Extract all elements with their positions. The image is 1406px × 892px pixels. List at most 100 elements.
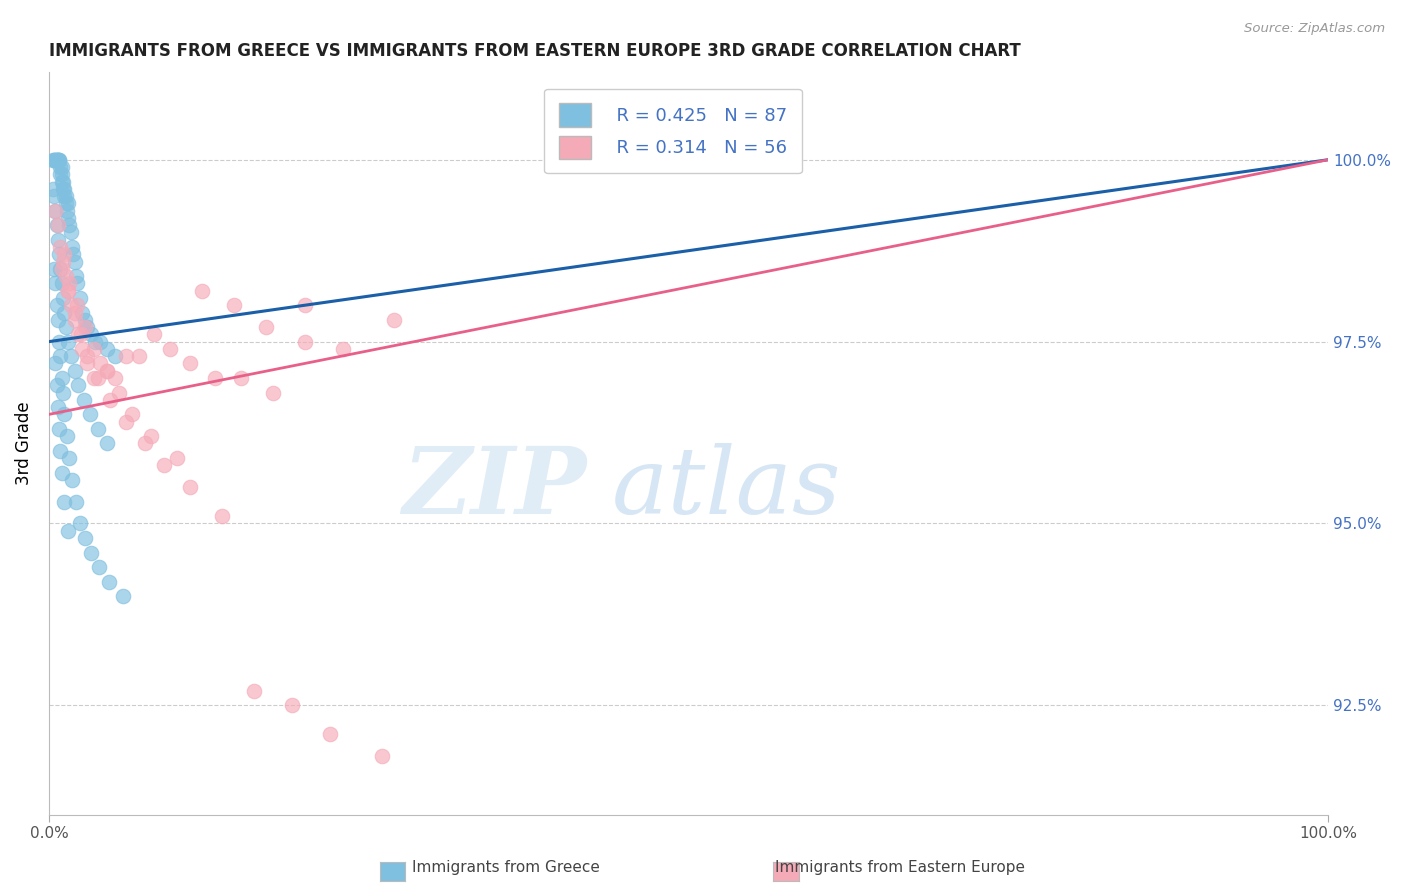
Point xyxy=(59,349,82,363)
Point xyxy=(46,313,69,327)
Point xyxy=(114,349,136,363)
Point xyxy=(53,247,76,261)
Point xyxy=(48,334,70,349)
Point xyxy=(56,284,79,298)
Point xyxy=(86,371,108,385)
Point xyxy=(229,371,252,385)
Point xyxy=(262,385,284,400)
Point xyxy=(56,334,79,349)
Point xyxy=(53,182,76,196)
Point xyxy=(69,516,91,531)
Point xyxy=(65,494,87,508)
Point xyxy=(58,450,80,465)
Point xyxy=(89,334,111,349)
Point xyxy=(87,560,110,574)
Point xyxy=(224,298,246,312)
Point xyxy=(66,298,89,312)
Point xyxy=(67,327,90,342)
Point xyxy=(58,277,80,291)
Point xyxy=(42,261,65,276)
Legend:   R = 0.425   N = 87,   R = 0.314   N = 56: R = 0.425 N = 87, R = 0.314 N = 56 xyxy=(544,89,801,173)
Point xyxy=(56,211,79,225)
Point xyxy=(42,189,65,203)
Point xyxy=(48,153,70,167)
Point xyxy=(114,415,136,429)
Point xyxy=(44,356,66,370)
Text: Source: ZipAtlas.com: Source: ZipAtlas.com xyxy=(1244,22,1385,36)
Point xyxy=(49,261,72,276)
Point xyxy=(51,175,73,189)
Point xyxy=(44,153,66,167)
Point xyxy=(51,466,73,480)
Point xyxy=(128,349,150,363)
Point xyxy=(80,327,103,342)
Point xyxy=(51,167,73,181)
Point xyxy=(46,218,69,232)
Point xyxy=(370,749,392,764)
Point xyxy=(112,589,135,603)
Point xyxy=(63,313,86,327)
Point xyxy=(45,153,67,167)
Point xyxy=(42,153,65,167)
Point xyxy=(83,371,105,385)
Point xyxy=(52,182,75,196)
Point xyxy=(281,698,304,713)
Point xyxy=(70,327,93,342)
Point xyxy=(49,160,72,174)
Point xyxy=(98,574,121,589)
Point xyxy=(141,429,163,443)
Point xyxy=(72,392,94,407)
Point xyxy=(42,153,65,167)
Point xyxy=(56,429,79,443)
Point xyxy=(96,436,118,450)
Point xyxy=(104,349,127,363)
Point xyxy=(60,473,83,487)
Point xyxy=(45,298,67,312)
Point xyxy=(55,189,77,203)
Point xyxy=(159,342,181,356)
Y-axis label: 3rd Grade: 3rd Grade xyxy=(15,401,32,485)
Point xyxy=(211,509,233,524)
Point xyxy=(70,305,93,319)
Text: ZIP: ZIP xyxy=(402,443,586,533)
Point xyxy=(49,167,72,181)
Point xyxy=(45,218,67,232)
Point xyxy=(294,298,316,312)
Point xyxy=(70,342,93,356)
Point xyxy=(254,320,277,334)
Point xyxy=(76,320,98,334)
Point xyxy=(76,356,98,370)
Point xyxy=(51,160,73,174)
Point xyxy=(89,356,111,370)
Point xyxy=(63,305,86,319)
Point xyxy=(100,392,122,407)
Point xyxy=(52,291,75,305)
Point xyxy=(44,277,66,291)
Point xyxy=(49,349,72,363)
Point xyxy=(60,240,83,254)
Point xyxy=(319,727,342,741)
Text: atlas: atlas xyxy=(612,443,841,533)
Point xyxy=(55,320,77,334)
Point xyxy=(53,408,76,422)
Point xyxy=(42,182,65,196)
Point xyxy=(55,196,77,211)
Point xyxy=(179,356,201,370)
Point xyxy=(55,269,77,284)
Point xyxy=(52,254,75,268)
Point xyxy=(45,378,67,392)
Point xyxy=(66,277,89,291)
Point xyxy=(121,408,143,422)
Point xyxy=(48,247,70,261)
Point xyxy=(63,364,86,378)
Point xyxy=(46,400,69,414)
Point xyxy=(46,153,69,167)
Point xyxy=(59,226,82,240)
Point xyxy=(134,436,156,450)
Point xyxy=(69,291,91,305)
Point xyxy=(58,218,80,232)
Point xyxy=(48,422,70,436)
Point xyxy=(48,153,70,167)
Point xyxy=(96,342,118,356)
Point xyxy=(56,524,79,538)
